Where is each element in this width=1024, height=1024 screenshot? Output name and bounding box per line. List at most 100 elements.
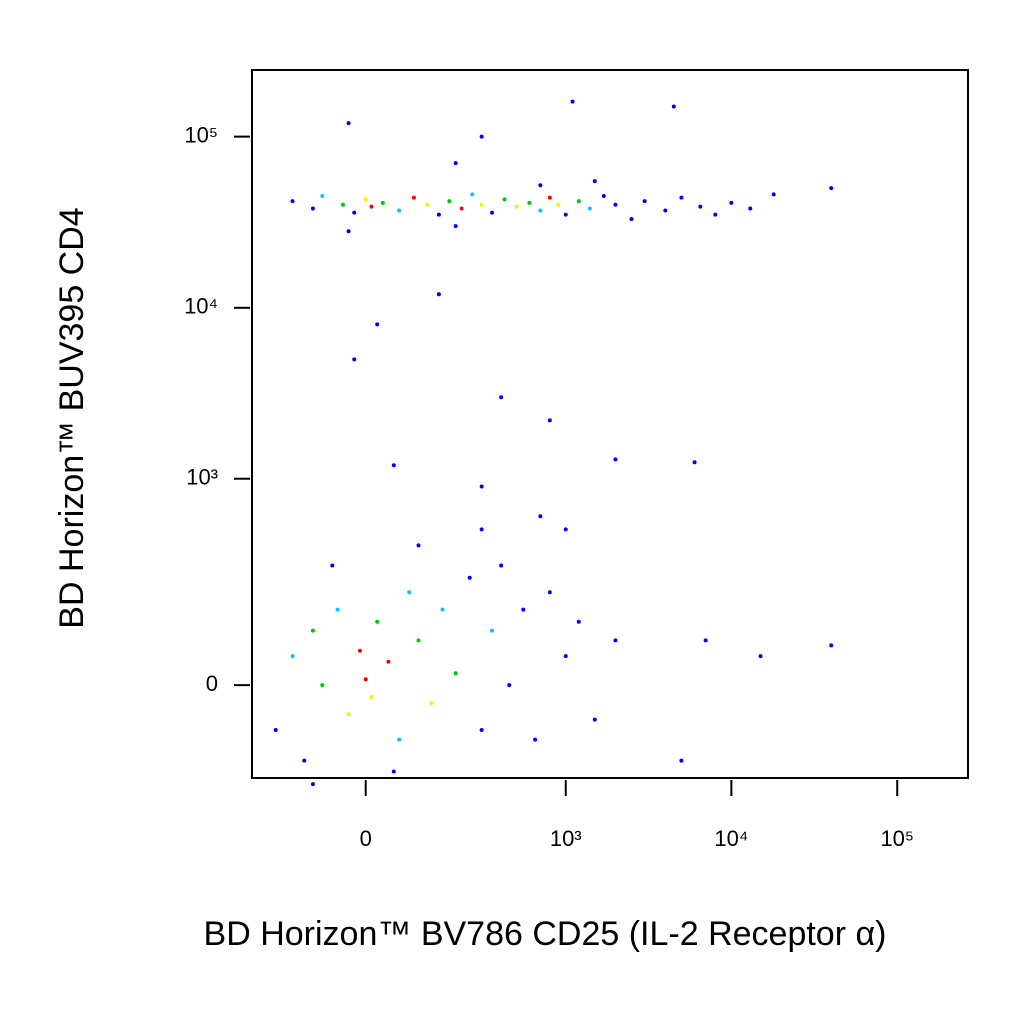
point	[556, 202, 561, 207]
point	[570, 99, 575, 104]
point	[391, 769, 396, 774]
point	[363, 197, 368, 202]
point	[547, 590, 552, 595]
point	[397, 208, 402, 213]
point	[425, 202, 430, 207]
point	[679, 195, 684, 200]
point	[375, 322, 380, 327]
x-tick-label: 10³	[550, 826, 582, 851]
point	[352, 357, 357, 362]
point	[576, 199, 581, 204]
point	[453, 671, 458, 676]
point	[829, 643, 834, 648]
point	[563, 527, 568, 532]
point	[341, 202, 346, 207]
point	[679, 758, 684, 763]
point	[479, 202, 484, 207]
point	[369, 204, 374, 209]
point	[538, 514, 543, 519]
x-tick-label: 0	[360, 826, 372, 851]
point	[499, 563, 504, 568]
y-tick-label: 10⁴	[184, 294, 218, 319]
point	[563, 212, 568, 217]
point	[320, 193, 325, 198]
point	[346, 229, 351, 234]
point	[352, 210, 357, 215]
plot-frame	[251, 69, 969, 779]
x-tick-label: 10⁴	[714, 826, 748, 851]
y-tick-label: 0	[206, 671, 218, 696]
point	[386, 659, 391, 664]
point	[829, 186, 834, 191]
point	[547, 195, 552, 200]
point	[357, 648, 362, 653]
point	[490, 628, 495, 633]
point	[290, 654, 295, 659]
point	[436, 212, 441, 217]
y-tick-label: 10⁵	[184, 122, 218, 147]
point	[479, 484, 484, 489]
point	[397, 737, 402, 742]
point	[538, 183, 543, 188]
x-axis-title: BD Horizon™ BV786 CD25 (IL-2 Receptor α)	[204, 915, 887, 953]
point	[369, 694, 374, 699]
point	[346, 121, 351, 126]
point	[479, 727, 484, 732]
point	[613, 638, 618, 643]
point	[729, 200, 734, 205]
point	[407, 590, 412, 595]
point	[576, 619, 581, 624]
point	[613, 202, 618, 207]
point	[538, 208, 543, 213]
point	[521, 607, 526, 612]
point	[514, 204, 519, 209]
point	[416, 543, 421, 548]
point	[453, 224, 458, 229]
x-tick-label: 10⁵	[880, 826, 914, 851]
point	[663, 208, 668, 213]
point	[713, 212, 718, 217]
point	[416, 638, 421, 643]
point	[592, 179, 597, 184]
y-tick-label: 10³	[186, 465, 218, 490]
point	[671, 104, 676, 109]
point	[375, 619, 380, 624]
point	[587, 206, 592, 211]
point	[436, 292, 441, 297]
point	[429, 700, 434, 705]
point	[507, 683, 512, 688]
point	[613, 457, 618, 462]
point	[771, 192, 776, 197]
point	[459, 206, 464, 211]
point	[380, 200, 385, 205]
point	[502, 197, 507, 202]
point	[703, 638, 708, 643]
point	[273, 727, 278, 732]
point	[330, 563, 335, 568]
point	[499, 395, 504, 400]
point	[470, 192, 475, 197]
point	[302, 758, 307, 763]
point	[467, 575, 472, 580]
point	[391, 463, 396, 468]
point	[346, 712, 351, 717]
point	[310, 206, 315, 211]
point	[547, 418, 552, 423]
point	[563, 654, 568, 659]
point	[447, 199, 452, 204]
point	[642, 199, 647, 204]
y-axis-title: BD Horizon™ BUV395 CD4	[53, 207, 91, 628]
point	[527, 200, 532, 205]
point	[748, 206, 753, 211]
point	[592, 717, 597, 722]
point	[533, 737, 538, 742]
point	[310, 628, 315, 633]
point	[490, 210, 495, 215]
point	[601, 193, 606, 198]
point	[320, 683, 325, 688]
point	[363, 677, 368, 682]
point	[411, 195, 416, 200]
point	[758, 654, 763, 659]
point	[698, 204, 703, 209]
